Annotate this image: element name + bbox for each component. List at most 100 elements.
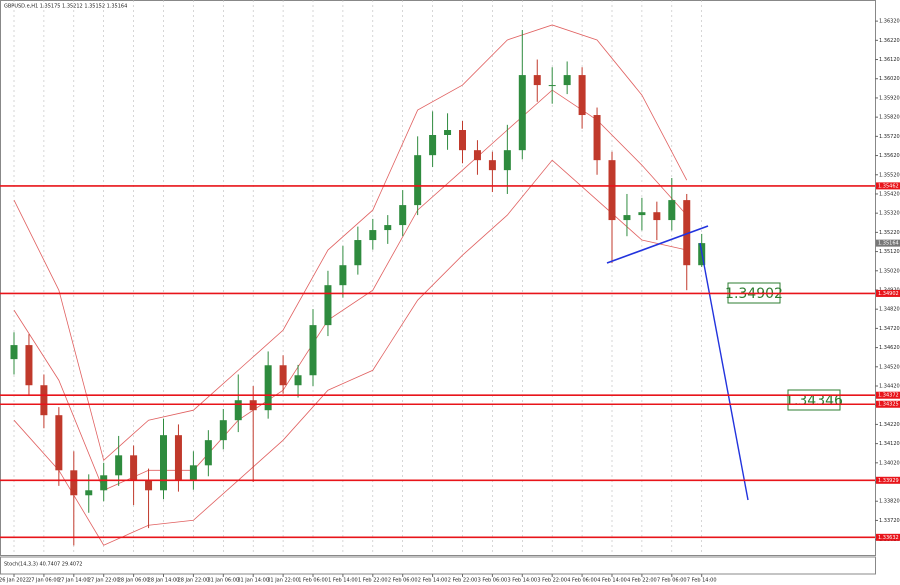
- x-tick-label: 2 Feb 22:00: [448, 578, 478, 584]
- level-label: 1.33632: [878, 535, 899, 541]
- y-tick-label: 1.35620: [879, 153, 900, 159]
- candle-body: [608, 160, 616, 221]
- chart-title: GBPUSD.e,H1 1.35175 1.35212 1.35152 1.35…: [4, 4, 127, 10]
- last-price-box: [876, 239, 900, 247]
- x-tick-label: 1 Feb 06:00: [298, 578, 328, 584]
- candle-body: [294, 375, 302, 386]
- trend-line: [606, 225, 709, 264]
- candle-body: [384, 225, 392, 231]
- candle-body: [503, 150, 511, 171]
- level-label-box: [876, 400, 900, 408]
- x-tick-label: 3 Feb 22:00: [537, 578, 567, 584]
- x-tick-label: 1 Feb 22:00: [358, 578, 388, 584]
- candle-body: [264, 365, 272, 411]
- y-tick-label: 1.34520: [879, 364, 900, 370]
- y-tick-label: 1.35520: [879, 172, 900, 178]
- candle-body: [145, 480, 153, 491]
- y-tick-label: 1.35120: [879, 249, 900, 255]
- x-tick-label: 4 Feb 14:00: [597, 578, 627, 584]
- indicator-pane: [0, 556, 876, 575]
- x-tick-label: 7 Feb 14:00: [687, 578, 717, 584]
- y-tick-label: 1.35720: [879, 134, 900, 140]
- candle-body: [279, 365, 287, 386]
- y-tick-label: 1.34120: [879, 441, 900, 447]
- x-tick-label: 31 Jan 22:00: [267, 578, 299, 584]
- candle-body: [55, 415, 63, 471]
- candle-body: [593, 115, 601, 161]
- x-tick-label: 4 Feb 22:00: [627, 578, 657, 584]
- candle-body: [25, 345, 33, 386]
- candle-body: [459, 130, 466, 151]
- candle-body: [219, 420, 227, 441]
- x-tick-label: 2 Feb 06:00: [388, 578, 418, 584]
- y-tick-label: 1.33820: [879, 499, 900, 505]
- candle-body: [668, 200, 676, 221]
- y-tick-label: 1.36320: [879, 19, 900, 25]
- x-tick-label: 2 Feb 14:00: [418, 578, 448, 584]
- candle-body: [623, 215, 631, 221]
- candle-body: [189, 465, 197, 481]
- y-tick-label: 1.34220: [879, 422, 900, 428]
- candle-body: [518, 75, 526, 151]
- band-line: [13, 159, 687, 546]
- x-tick-label: 27 Jan 14:00: [58, 578, 90, 584]
- candle-body: [339, 265, 347, 286]
- y-tick-label: 1.35020: [879, 268, 900, 274]
- plot-frame: [0, 0, 876, 556]
- y-tick-label: 1.34820: [879, 307, 900, 313]
- level-label-box: [876, 391, 900, 399]
- candle-body: [414, 155, 422, 206]
- x-tick-label: 28 Jan 22:00: [178, 578, 210, 584]
- candle-body: [324, 285, 332, 326]
- y-tick-label: 1.34020: [879, 460, 900, 466]
- candle-body: [204, 440, 212, 466]
- candle-body: [160, 435, 167, 491]
- candle-body: [369, 230, 377, 241]
- candle-body: [578, 75, 586, 116]
- candle-body: [174, 435, 182, 481]
- y-tick-label: 1.34620: [879, 345, 900, 351]
- level-label: 1.34902: [878, 291, 899, 297]
- candle-body: [548, 85, 556, 87]
- candle-body: [249, 400, 257, 411]
- x-tick-label: 26 Jan 2022: [0, 578, 29, 584]
- level-label: 1.34372: [878, 393, 899, 399]
- candle-body: [444, 130, 452, 136]
- candle-body: [115, 455, 123, 476]
- x-tick-label: 3 Feb 14:00: [507, 578, 537, 584]
- candle-body: [234, 400, 242, 421]
- candle-body: [399, 205, 407, 226]
- y-tick-label: 1.34420: [879, 384, 900, 390]
- level-label-box: [876, 289, 900, 297]
- candle-body: [653, 212, 661, 221]
- x-tick-label: 27 Jan 22:00: [88, 578, 120, 584]
- level-label: 1.35462: [878, 183, 899, 189]
- y-tick-label: 1.35320: [879, 211, 900, 217]
- x-tick-label: 31 Jan 06:00: [207, 578, 239, 584]
- x-tick-label: 28 Jan 06:00: [118, 578, 150, 584]
- level-label-box: [876, 476, 900, 484]
- candle-body: [429, 135, 437, 156]
- candle-body: [354, 240, 362, 266]
- candle-body: [683, 200, 691, 266]
- x-tick-label: 27 Jan 06:00: [28, 578, 60, 584]
- y-tick-label: 1.33720: [879, 518, 900, 524]
- level-label: 1.34325: [878, 402, 899, 408]
- y-tick-label: 1.35420: [879, 191, 900, 197]
- level-label: 1.33929: [878, 478, 899, 484]
- x-tick-label: 3 Feb 06:00: [478, 578, 508, 584]
- level-label-box: [876, 533, 900, 541]
- projection-line: [699, 242, 749, 501]
- y-tick-label: 1.36120: [879, 57, 900, 63]
- candle-body: [488, 160, 496, 171]
- candle-body: [533, 75, 541, 86]
- candle-body: [10, 345, 18, 360]
- candle-body: [638, 212, 646, 216]
- candle-body: [563, 75, 571, 86]
- x-tick-label: 4 Feb 06:00: [567, 578, 597, 584]
- y-tick-label: 1.36020: [879, 76, 900, 82]
- candle-body: [100, 475, 108, 491]
- x-tick-label: 7 Feb 06:00: [657, 578, 687, 584]
- x-tick-label: 1 Feb 14:00: [328, 578, 358, 584]
